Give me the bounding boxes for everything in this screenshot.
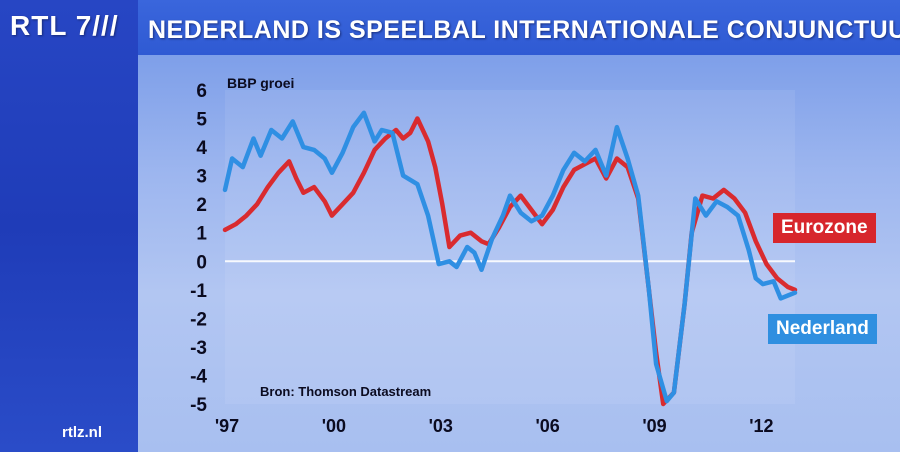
page-title: NEDERLAND IS SPEELBAL INTERNATIONALE CON…	[148, 16, 900, 44]
y-axis-ticks: 6 5 4 3 2 1 0 -1 -2 -3 -4 -5	[190, 81, 207, 416]
y-tick-label: -4	[190, 366, 207, 387]
x-tick-label: '00	[322, 416, 346, 436]
x-axis-ticks: '97 '00 '03 '06 '09 '12	[215, 416, 774, 436]
site-url: rtlz.nl	[62, 424, 102, 441]
x-tick-label: '12	[749, 416, 773, 436]
legend-eurozone: Eurozone	[773, 213, 876, 243]
channel-logo: RTL 7///	[10, 10, 119, 41]
left-band	[0, 0, 138, 452]
y-tick-label: -2	[190, 309, 207, 330]
y-tick-label: 1	[196, 224, 207, 245]
y-tick-label: 0	[196, 252, 207, 273]
title-bar	[138, 0, 900, 55]
y-tick-label: -3	[190, 338, 207, 359]
y-tick-label: 5	[196, 110, 207, 131]
x-tick-label: '03	[429, 416, 453, 436]
legend-nederland: Nederland	[768, 314, 877, 344]
series-line-nederland	[222, 110, 798, 404]
y-axis-label: BBP groei	[227, 75, 294, 91]
y-tick-label: 6	[196, 81, 207, 102]
x-tick-label: '06	[535, 416, 559, 436]
plot-area	[225, 90, 795, 404]
x-tick-label: '09	[642, 416, 666, 436]
y-tick-label: 4	[196, 138, 207, 159]
y-tick-label: 3	[196, 167, 207, 188]
y-tick-label: -5	[190, 395, 207, 416]
y-tick-label: 2	[196, 195, 207, 216]
chart-panel	[138, 55, 900, 452]
y-tick-label: -1	[190, 281, 207, 302]
x-tick-label: '97	[215, 416, 239, 436]
source-note: Bron: Thomson Datastream	[260, 384, 431, 399]
